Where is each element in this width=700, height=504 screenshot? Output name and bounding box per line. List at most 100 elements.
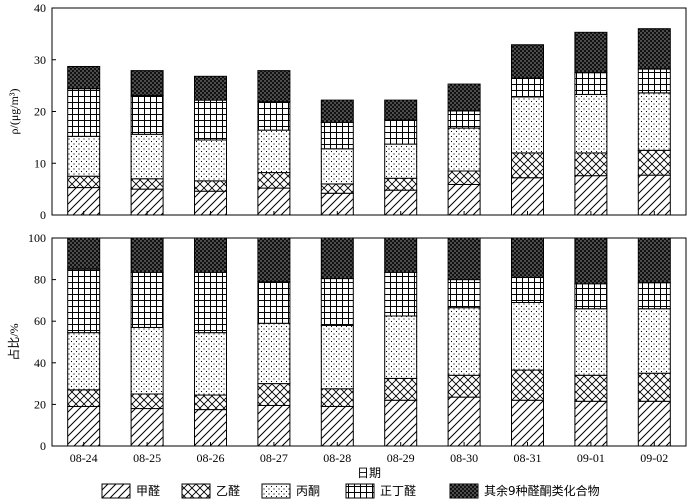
bar-segment-dots (447, 307, 481, 376)
bar-segment-diag (574, 175, 608, 216)
bar-segment-diag (384, 399, 418, 447)
bar-segment-dots (511, 301, 544, 371)
x-tick-label: 08-24 (70, 451, 98, 465)
bar-segment-grid (257, 101, 291, 131)
bar-segment-dense (130, 70, 164, 96)
bar-segment-cross (257, 172, 291, 189)
bar-segment-dense (574, 31, 608, 74)
bar-segment-dense (384, 237, 418, 273)
bar-segment-diag (130, 408, 164, 447)
bar-segment-dense (637, 237, 671, 284)
x-tick-label: 08-26 (197, 451, 225, 465)
bar-segment-grid (130, 94, 164, 135)
bar-segment-dense (447, 237, 481, 281)
legend-label: 正丁醛 (380, 483, 416, 498)
y-tick-label: 0 (40, 208, 46, 222)
bar-segment-diag (637, 400, 671, 447)
bar-segment-diag (384, 189, 418, 216)
bar-segment-diag (447, 396, 481, 447)
bar-segment-grid (637, 68, 671, 94)
bar-segment-cross (637, 149, 671, 176)
legend-swatch-grid (345, 483, 375, 499)
bottom-panel-proportion: 0 20 40 60 80 100 占比/% 08-24 08-25 08-26 08-27 08-2… (6, 231, 687, 480)
bar-segment-cross (320, 388, 354, 407)
bar-segment-grid (637, 282, 671, 310)
x-tick-label: 08-30 (450, 451, 478, 465)
bar-segment-grid (320, 278, 354, 326)
bar-segment-cross (320, 183, 354, 194)
y-tick-label: 20 (34, 105, 46, 119)
top-panel-concentration: 0 10 20 30 40 ρ/(μg/m³) (7, 1, 687, 222)
bar-segment-cross (194, 180, 227, 192)
bar-segment-grid (194, 99, 227, 141)
y-tick-label: 0 (40, 439, 46, 453)
bar-segment-grid (384, 271, 418, 317)
bar-segment-dense (130, 237, 164, 273)
bar-segment-dense (257, 237, 291, 283)
legend-label: 丙酮 (296, 484, 320, 498)
bar-segment-dots (574, 93, 608, 154)
bar-segment-dense (511, 237, 544, 279)
bar-segment-diag (637, 174, 671, 216)
bar-segment-cross (194, 394, 227, 411)
bar-segment-dense (257, 70, 291, 103)
x-tick-label: 08-28 (323, 451, 351, 465)
bar-segment-cross (637, 372, 671, 402)
bar-segment-dots (67, 135, 101, 177)
x-tick-label: 08-27 (260, 451, 288, 465)
bar-segment-dots (637, 92, 671, 151)
bar-segment-cross (67, 389, 101, 407)
bar-segment-dots (194, 332, 227, 396)
bar-segment-grid (511, 77, 544, 98)
bar-segment-cross (447, 170, 481, 185)
bar-segment-dense (447, 83, 481, 112)
bar-segment-dots (384, 315, 418, 379)
bar-segment-dense (67, 65, 101, 90)
bar-segment-diag (447, 183, 481, 216)
bar-segment-grid (194, 271, 227, 334)
bar-segment-grid (67, 88, 101, 137)
y-tick-label: 30 (34, 53, 46, 67)
y-tick-label: 60 (34, 314, 46, 328)
bar-segment-dots (257, 322, 291, 385)
bar-segment-dense (67, 237, 101, 270)
y-tick-label: 80 (34, 273, 46, 287)
y-tick-label: 10 (34, 156, 46, 170)
bar-segment-diag (320, 405, 354, 447)
x-tick-label: 09-02 (640, 451, 668, 465)
y-axis-label: 占比/% (6, 323, 21, 360)
legend-swatch-dots (261, 483, 291, 499)
legend-label: 乙醛 (216, 483, 240, 498)
bar-segment-grid (257, 281, 291, 324)
bar-segment-dense (320, 237, 354, 280)
bar-segment-dots (320, 148, 354, 185)
legend-label: 甲醛 (136, 483, 160, 498)
bar-segment-dots (511, 96, 544, 154)
y-axis-label: ρ/(μg/m³) (7, 88, 21, 134)
bar-segment-grid (384, 119, 418, 145)
bar-segment-dots (130, 133, 164, 180)
bar-segment-dots (637, 308, 671, 374)
y-tick-label: 100 (28, 231, 46, 245)
bar-segment-dense (511, 44, 544, 79)
bar-segment-diag (257, 187, 291, 216)
bar-segment-grid (67, 268, 101, 334)
bar-segment-cross (257, 383, 291, 406)
bar-segment-grid (511, 277, 544, 303)
bar-segment-diag (574, 400, 608, 447)
y-tick-label: 40 (34, 1, 46, 15)
x-tick-label: 08-31 (514, 451, 542, 465)
bar-segment-diag (194, 409, 227, 447)
bar-segment-diag (511, 399, 544, 447)
bar-segment-dots (320, 324, 354, 390)
y-tick-label: 20 (34, 397, 46, 411)
bar-segment-cross (130, 393, 164, 410)
bar-segment-dots (194, 139, 227, 182)
bar-segment-cross (574, 374, 608, 402)
bar-segment-grid (574, 283, 608, 310)
x-axis-label: 日期 (357, 466, 381, 480)
bar-segment-dots (384, 143, 418, 179)
bar-segment-cross (574, 152, 608, 177)
bar-segment-dense (320, 99, 354, 123)
legend-swatch-dense (449, 483, 479, 499)
